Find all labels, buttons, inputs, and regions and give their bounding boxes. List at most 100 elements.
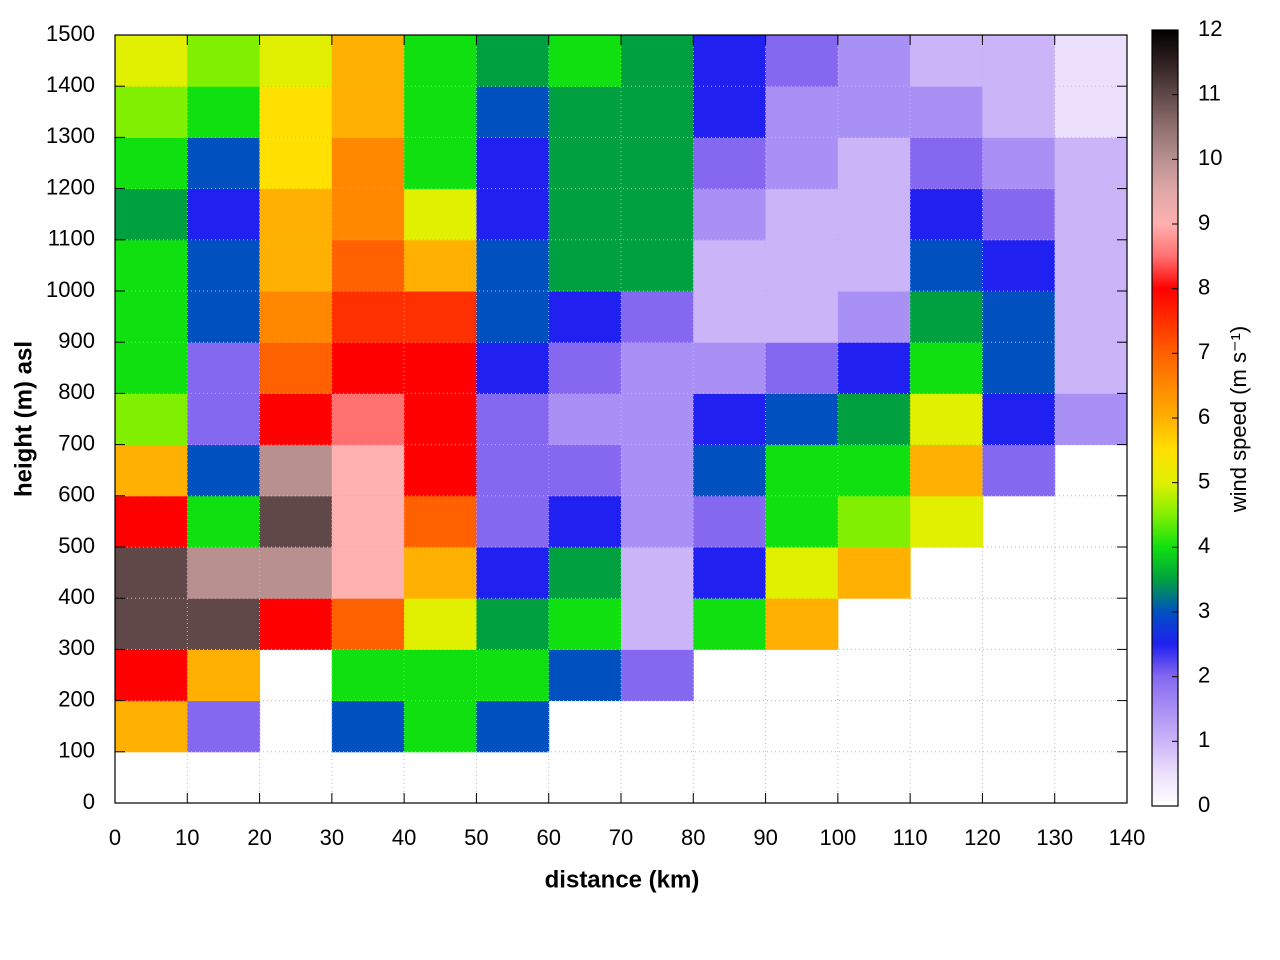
heat-cell [259,86,333,138]
heat-cell [404,239,477,292]
heat-cell [1054,393,1128,446]
heat-cell [910,35,983,87]
heat-cell [331,86,405,138]
heat-cell [259,188,333,241]
x-tick-label: 0 [109,825,121,850]
x-tick-label: 90 [753,825,777,850]
heat-cell [476,444,550,497]
heat-cell [1054,35,1128,87]
heat-cell [259,35,333,87]
heat-cell [404,342,477,394]
heat-cell [621,444,694,497]
y-tick-label: 200 [58,686,95,711]
heat-cell [259,291,333,343]
heat-cell [404,547,477,599]
heat-cell [259,547,333,599]
colorbar-tick-label: 8 [1198,274,1210,299]
heat-cell [1054,239,1128,292]
heat-cell [837,547,911,599]
heat-cell [331,444,405,497]
grid [114,34,1128,804]
heat-cell [259,239,333,292]
x-tick-label: 20 [247,825,271,850]
heat-cell [476,137,550,190]
y-tick-label: 600 [58,482,95,507]
heat-cell [693,598,767,650]
heat-cell [404,598,477,650]
heat-cell [115,137,188,190]
heat-cell [548,495,622,548]
heat-cell [693,547,767,599]
heat-cell [115,598,188,650]
heat-cell [1054,137,1128,190]
x-tick-label: 140 [1109,825,1146,850]
heat-cell [548,291,622,343]
x-tick-label: 120 [964,825,1001,850]
colorbar-tick-label: 5 [1198,468,1210,493]
heat-cell [837,393,911,446]
heat-cell [115,700,188,753]
heat-cell [765,598,839,650]
heat-cell [115,342,188,394]
heat-cell [1054,342,1128,394]
heat-cell [187,444,261,497]
heat-cell [115,86,188,138]
heat-cell [331,547,405,599]
heat-cell [548,444,622,497]
heat-cell [765,342,839,394]
heat-cell [621,137,694,190]
heat-cell [1054,188,1128,241]
heat-cell [476,188,550,241]
colorbar-tick-label: 10 [1198,145,1222,170]
colorbar-tick-label: 3 [1198,598,1210,623]
heat-cell [693,35,767,87]
heat-cell [1054,291,1128,343]
heat-cell [259,444,333,497]
heat-cell [837,86,911,138]
heat-cell [621,342,694,394]
heat-cell [982,342,1056,394]
x-tick-label: 10 [175,825,199,850]
heat-cell [765,547,839,599]
colorbar-tick-label: 9 [1198,210,1210,235]
heat-cell [476,86,550,138]
heat-cell [621,393,694,446]
y-tick-label: 1000 [46,277,95,302]
heat-cell [837,444,911,497]
heat-cell [476,35,550,87]
heat-cell [476,700,550,753]
heat-cell [404,495,477,548]
heat-cell [476,393,550,446]
colorbar-tick-label: 7 [1198,339,1210,364]
heat-cell [187,547,261,599]
heat-cell [187,649,261,702]
heat-cell [187,598,261,650]
heat-cell [115,239,188,292]
heat-cell [548,598,622,650]
heat-cell [837,35,911,87]
heat-cell [982,137,1056,190]
heat-cell [187,188,261,241]
heat-cell [765,239,839,292]
y-tick-label: 0 [83,789,95,814]
y-tick-label: 400 [58,584,95,609]
x-tick-label: 80 [681,825,705,850]
heat-cell [982,291,1056,343]
y-tick-label: 1100 [48,226,95,251]
heat-cell [1054,86,1128,138]
colorbar-tick-label: 0 [1198,792,1210,817]
x-tick-label: 50 [464,825,488,850]
heat-cell [259,393,333,446]
x-tick-label: 110 [893,825,928,850]
heat-cell [331,495,405,548]
heat-cell [765,86,839,138]
heat-cell [765,188,839,241]
heat-cell [693,86,767,138]
heat-cell [765,495,839,548]
heat-cell [259,342,333,394]
heat-cell [115,35,188,87]
heat-cell [910,137,983,190]
heat-cell [693,239,767,292]
heat-cell [404,137,477,190]
